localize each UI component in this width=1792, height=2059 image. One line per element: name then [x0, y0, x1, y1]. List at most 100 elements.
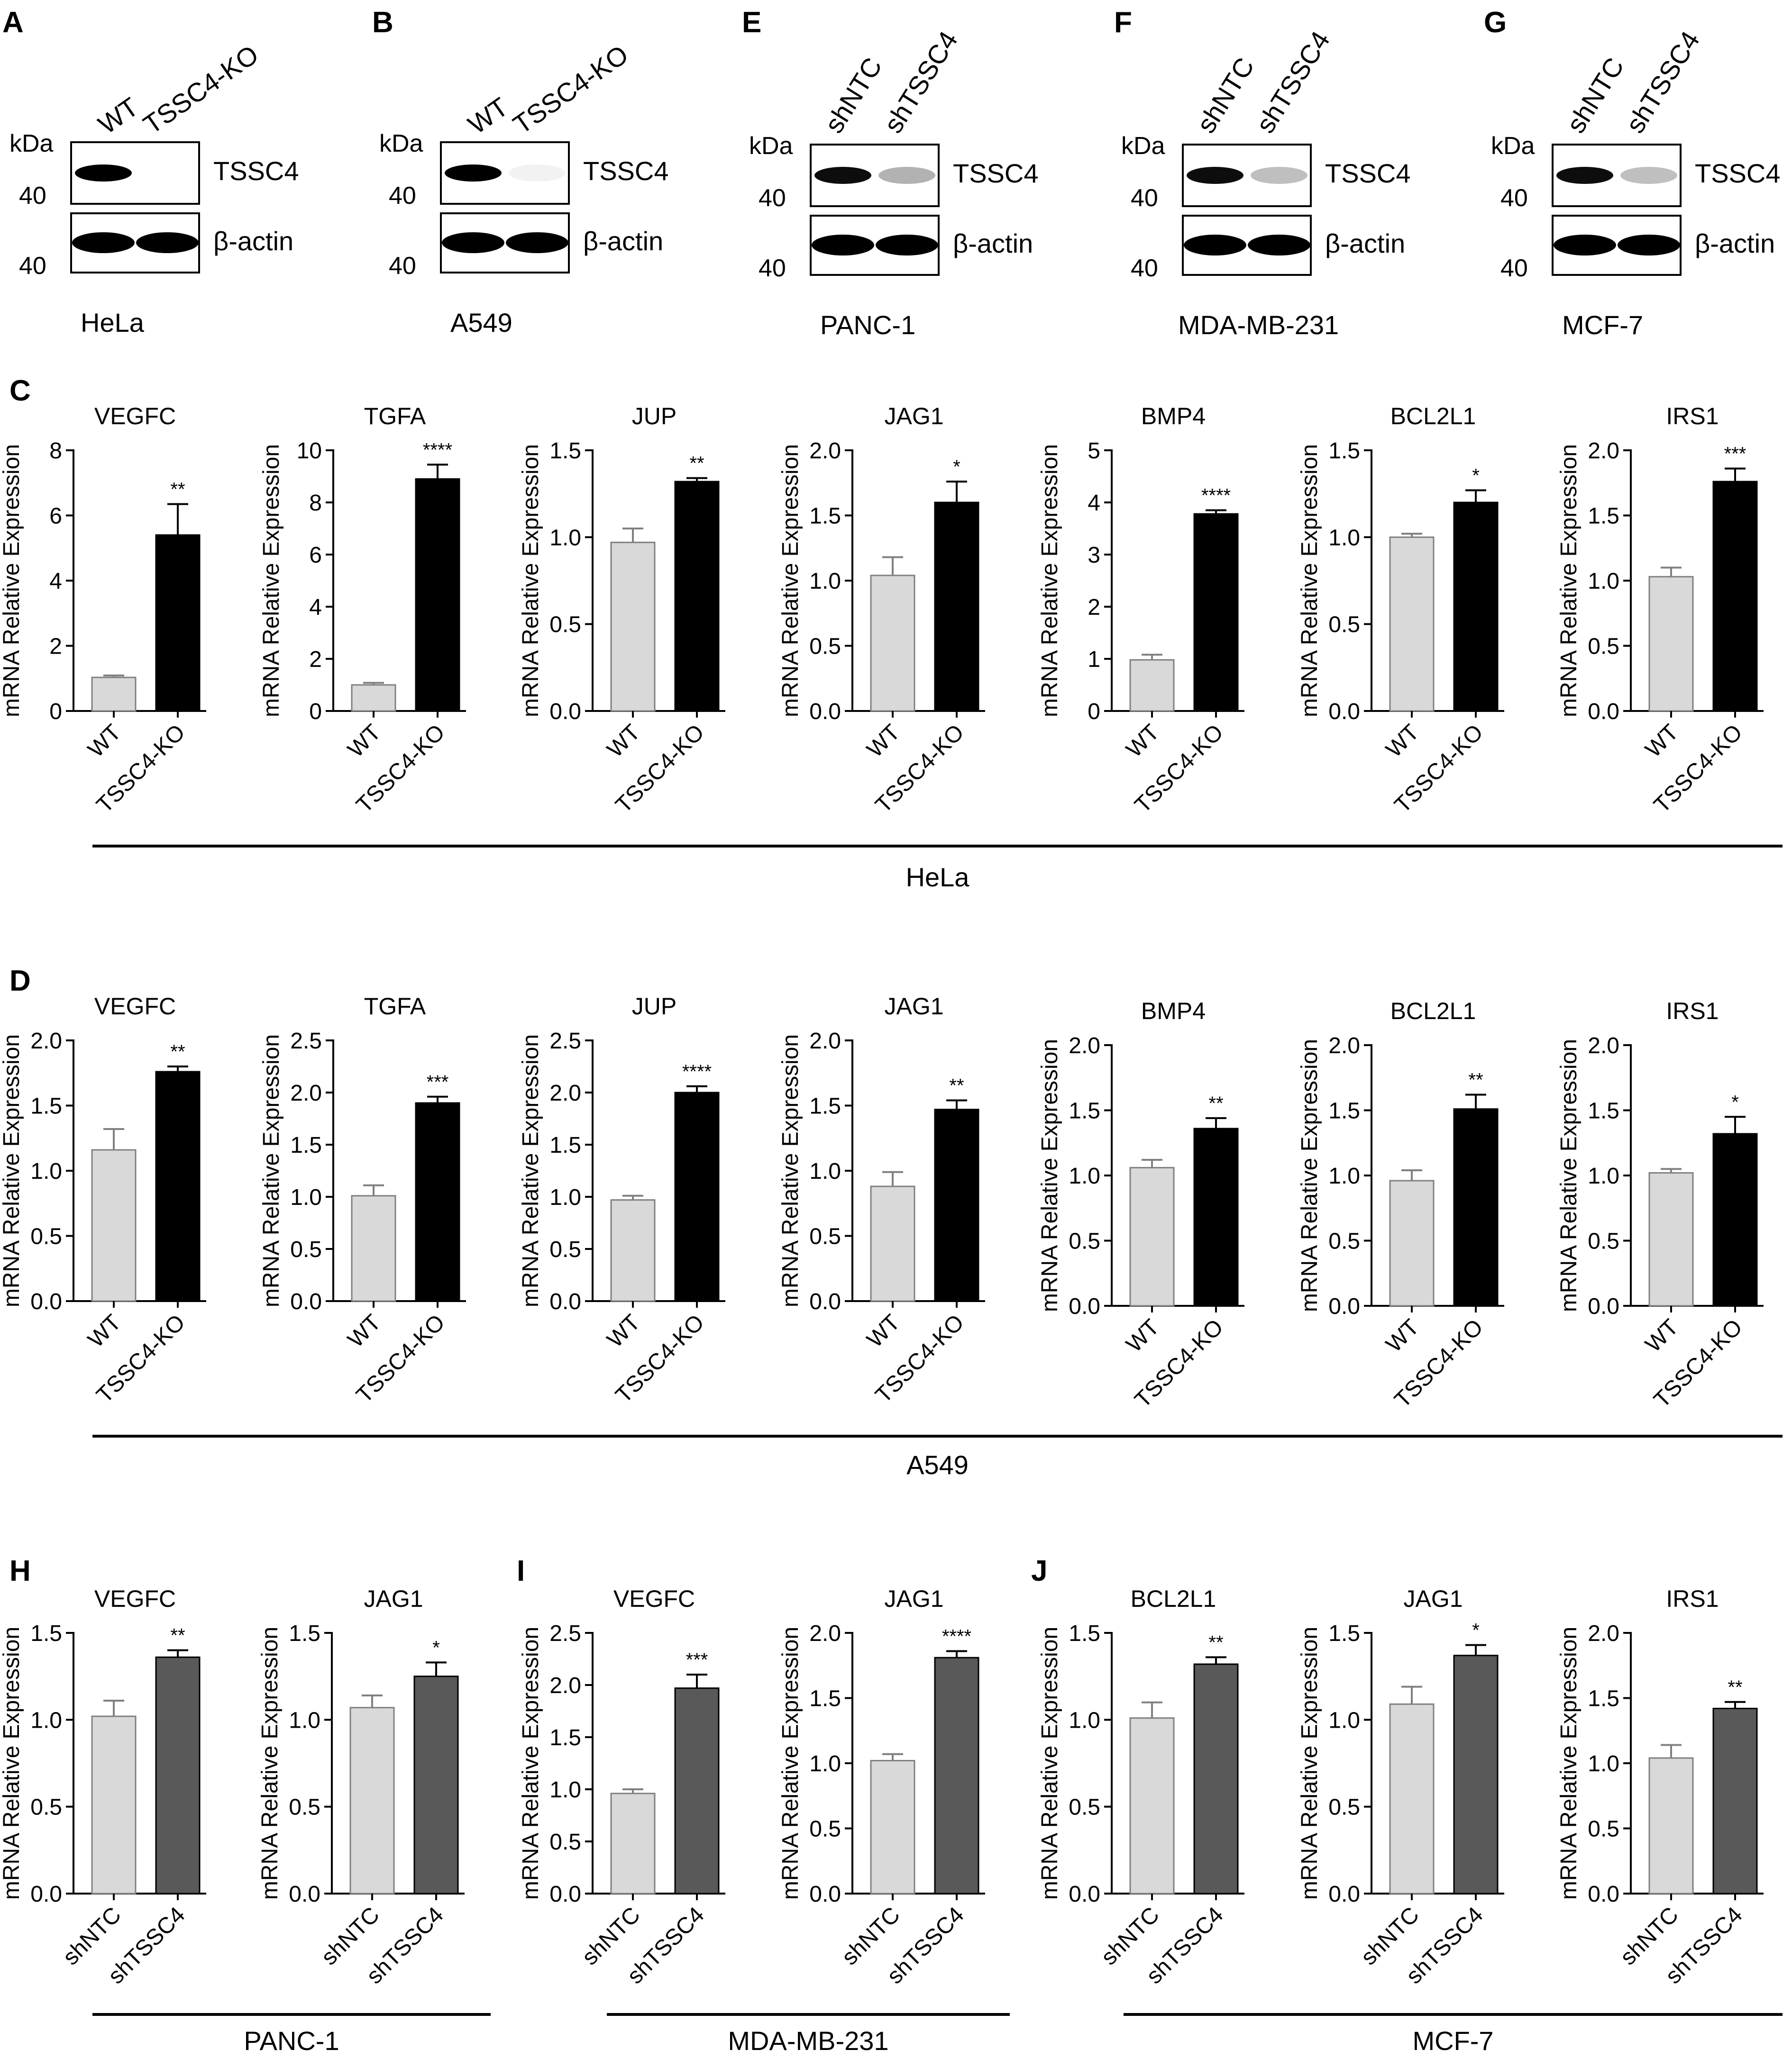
- y-tick-label: 0.0: [1328, 1294, 1360, 1319]
- significance-label: **: [170, 1625, 185, 1646]
- protein-label: TSSC4: [1325, 158, 1411, 188]
- mw-marker: 40: [759, 255, 786, 282]
- bar-control: [1648, 576, 1694, 712]
- y-axis-label: mRNA Relative Expression: [0, 1627, 24, 1900]
- kda-label: kDa: [9, 130, 54, 157]
- chart-title: TGFA: [364, 993, 426, 1020]
- y-axis-label: mRNA Relative Expression: [1556, 1627, 1582, 1900]
- y-tick-label: 6: [309, 543, 322, 568]
- band-actin: [1618, 235, 1680, 255]
- y-tick-label: 2.0: [1069, 1033, 1100, 1058]
- band-tssc4: [1187, 167, 1243, 184]
- bar-control: [610, 1793, 656, 1895]
- bar-treatment: [1193, 1663, 1239, 1895]
- chart-H2: JAG1 mRNA Relative Expression 0.0 0.5 1.0 1.5…: [257, 1585, 465, 1989]
- y-tick-label: 1.5: [30, 1621, 62, 1646]
- kda-label: kDa: [379, 130, 423, 157]
- y-axis-label: mRNA Relative Expression: [778, 1034, 803, 1307]
- bar-treatment: [415, 1102, 460, 1302]
- bar-treatment: [155, 1656, 201, 1895]
- protein-label: β-actin: [953, 228, 1033, 258]
- significance-label: ***: [1724, 444, 1746, 465]
- chart-D7: IRS1 mRNA Relative Expression 0.0 0.5 1.0 1.5…: [1556, 998, 1764, 1413]
- y-axis-label: mRNA Relative Expression: [0, 1034, 24, 1307]
- significance-label: **: [949, 1075, 964, 1096]
- band-actin: [812, 235, 874, 255]
- y-tick-label: 0.5: [809, 634, 841, 659]
- lane-label: shNTC: [1191, 52, 1260, 138]
- band-tssc4: [1556, 167, 1613, 184]
- chart-title: JAG1: [364, 1585, 423, 1612]
- mw-marker: 40: [1500, 255, 1528, 282]
- bar-treatment: [1712, 1133, 1758, 1307]
- y-tick-label: 0: [1088, 699, 1100, 724]
- panel-letter: D: [9, 965, 31, 997]
- y-tick-label: 2.0: [549, 1081, 581, 1106]
- lane-label: shTSSC4: [1250, 26, 1335, 138]
- y-tick-label: 4: [1088, 491, 1100, 516]
- chart-title: JAG1: [884, 403, 943, 429]
- y-tick-label: 1: [1088, 647, 1100, 672]
- y-tick-label: 2.5: [549, 1621, 581, 1646]
- y-tick-label: 1.5: [1588, 1099, 1619, 1124]
- y-axis-label: mRNA Relative Expression: [1037, 1039, 1062, 1312]
- bar-treatment: [413, 1676, 459, 1895]
- bar-control: [91, 676, 137, 712]
- bar-control: [351, 1195, 396, 1302]
- chart-title: JUP: [632, 993, 677, 1020]
- band-tssc4: [75, 164, 132, 182]
- significance-label: ****: [942, 1626, 971, 1647]
- y-tick-label: 2.5: [549, 1029, 581, 1054]
- chart-D6: BCL2L1 mRNA Relative Expression 0.0 0.5 1.0 1…: [1297, 998, 1504, 1413]
- y-tick-label: 1.5: [1328, 438, 1360, 464]
- chart-C3: JUP mRNA Relative Expression 0.0 0.5 1.0 1.5 W…: [518, 403, 725, 818]
- panel-letter: I: [517, 1555, 525, 1587]
- significance-label: **: [170, 479, 185, 500]
- cell-line-label: A549: [450, 308, 512, 337]
- y-tick-label: 0: [49, 699, 62, 724]
- y-tick-label: 2.0: [809, 1029, 841, 1054]
- x-tick-label: WT: [343, 720, 386, 762]
- band-tssc4: [878, 167, 935, 184]
- band-actin: [506, 232, 568, 253]
- y-tick-label: 0.5: [290, 1237, 322, 1262]
- y-tick-label: 4: [309, 595, 322, 620]
- y-tick-label: 0.5: [549, 612, 581, 638]
- x-tick-label: WT: [1641, 1314, 1683, 1357]
- chart-title: BCL2L1: [1131, 1585, 1216, 1612]
- y-tick-label: 2: [309, 647, 322, 672]
- protein-label: β-actin: [1325, 228, 1405, 258]
- y-tick-label: 0.0: [809, 1882, 841, 1907]
- y-axis-label: mRNA Relative Expression: [1297, 1039, 1322, 1312]
- chart-D3: JUP mRNA Relative Expression 0.0 0.5 1.0 1.5 2…: [518, 993, 725, 1408]
- bar-control: [349, 1707, 395, 1895]
- y-tick-label: 0.5: [1588, 634, 1619, 659]
- y-tick-label: 0.5: [809, 1224, 841, 1249]
- y-tick-label: 1.5: [1069, 1621, 1100, 1646]
- kda-label: kDa: [1491, 132, 1535, 160]
- lane-label: shNTC: [819, 52, 888, 138]
- chart-title: IRS1: [1666, 998, 1719, 1024]
- bar-treatment: [1453, 501, 1499, 712]
- bar-treatment: [155, 1071, 201, 1302]
- y-tick-label: 1.0: [809, 1159, 841, 1184]
- mw-marker: 40: [759, 184, 786, 212]
- chart-title: JAG1: [884, 1585, 943, 1612]
- lane-label: WT: [93, 91, 144, 140]
- significance-label: *: [432, 1637, 440, 1658]
- significance-label: **: [689, 453, 704, 474]
- y-tick-label: 0.5: [809, 1817, 841, 1842]
- chart-title: TGFA: [364, 403, 426, 429]
- y-tick-label: 5: [1088, 438, 1100, 464]
- bar-control: [1129, 1167, 1175, 1307]
- cell-line-label: MCF-7: [1562, 310, 1643, 340]
- chart-title: BCL2L1: [1390, 403, 1476, 429]
- y-tick-label: 8: [309, 491, 322, 516]
- band-tssc4: [509, 164, 566, 182]
- y-tick-label: 2.0: [30, 1029, 62, 1054]
- mw-marker: 40: [1131, 255, 1158, 282]
- significance-label: *: [953, 456, 960, 477]
- y-tick-label: 0.0: [809, 1289, 841, 1314]
- significance-label: ***: [427, 1072, 449, 1093]
